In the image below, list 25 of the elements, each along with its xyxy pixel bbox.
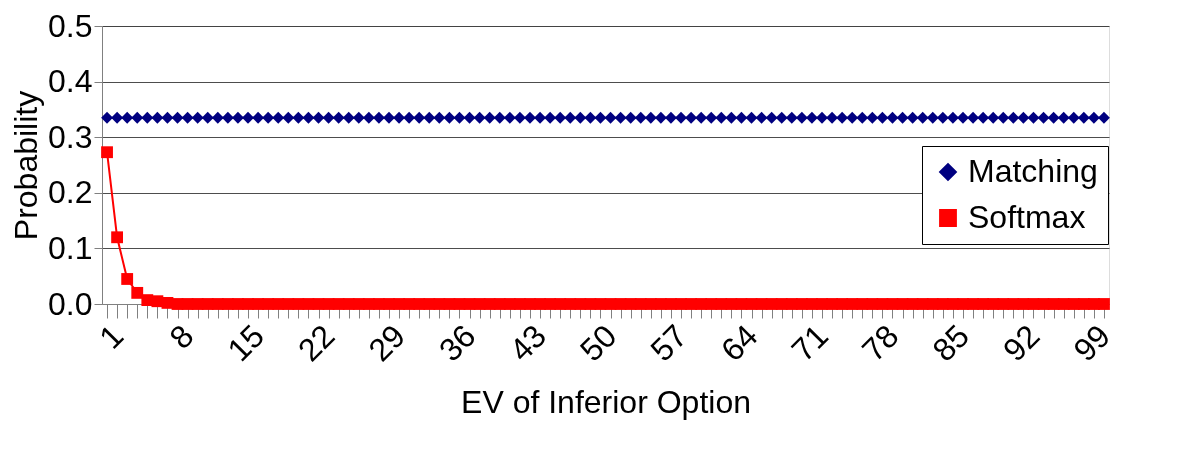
x-tick-label: 99: [1066, 317, 1118, 369]
x-tick-label: 71: [784, 317, 836, 369]
x-tick-label: 85: [925, 317, 977, 369]
x-tick-label: 1: [92, 317, 131, 356]
x-tick-label: 64: [713, 317, 765, 369]
x-tick-label: 29: [361, 317, 413, 369]
y-tick-label: 0.4: [48, 63, 93, 100]
y-tick-label: 0.5: [48, 7, 93, 44]
legend-label: Softmax: [968, 199, 1086, 235]
x-tick-label: 57: [643, 317, 695, 369]
legend-label: Matching: [968, 153, 1098, 189]
y-axis-title: Probability: [8, 90, 45, 241]
y-tick-label: 0.2: [48, 174, 93, 211]
x-tick-label: 92: [995, 317, 1047, 369]
x-axis-title: EV of Inferior Option: [461, 383, 751, 420]
x-tick-label: 43: [502, 317, 554, 369]
x-tick-label: 36: [431, 317, 483, 369]
x-tick-label: 8: [162, 317, 201, 356]
y-tick-label: 0.0: [48, 285, 93, 322]
x-tick-label: 15: [220, 317, 272, 369]
x-tick-label: 22: [291, 317, 342, 369]
y-tick-label: 0.1: [48, 229, 93, 266]
x-tick-label: 50: [572, 317, 624, 369]
y-tick-label: 0.3: [48, 118, 93, 155]
x-tick-label: 78: [854, 317, 906, 369]
